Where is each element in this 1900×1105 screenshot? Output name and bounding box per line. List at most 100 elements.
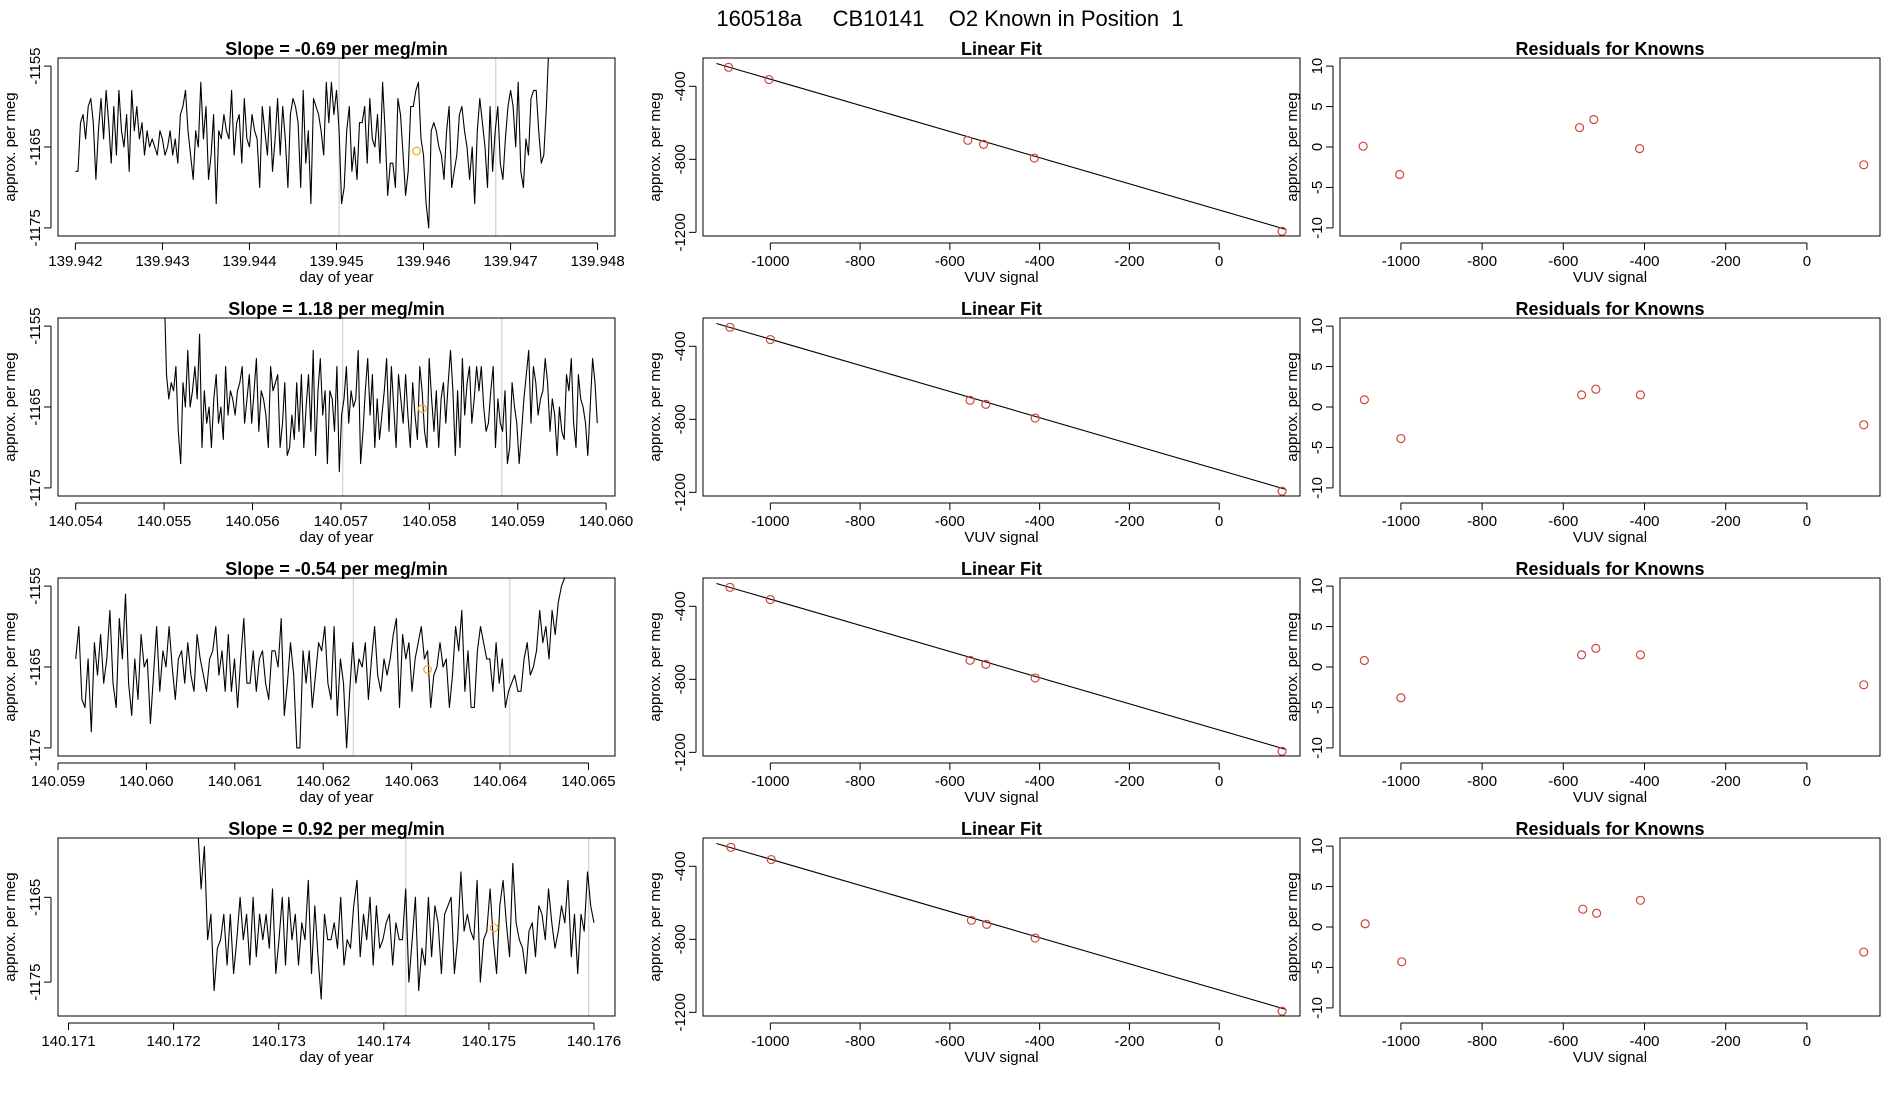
data-point <box>1859 947 1869 957</box>
panel-title: Residuals for Knowns <box>1515 819 1704 839</box>
y-tick-label: -1155 <box>27 567 44 604</box>
panel-r1-c1: -1000 -800 -600 -400 -200 0 -1200 -800 -400 Linea… <box>647 299 1301 546</box>
y-tick-label: -1155 <box>27 307 44 344</box>
y-tick-label: -5 <box>1309 701 1326 714</box>
panel-title: Slope = -0.69 per meg/min <box>225 39 448 59</box>
y-tick-label: -1200 <box>672 473 689 511</box>
y-tick-label: -800 <box>672 664 689 694</box>
x-axis-label: VUV signal <box>1573 269 1647 286</box>
y-tick-label: -10 <box>1309 737 1326 759</box>
x-tick-label: -1000 <box>751 253 789 270</box>
x-tick-label: 140.176 <box>567 1033 621 1050</box>
x-tick-label: -400 <box>1629 1033 1659 1050</box>
y-tick-label: 0 <box>1309 923 1326 931</box>
x-tick-label: -800 <box>1467 513 1497 530</box>
y-tick-label: 10 <box>1309 578 1326 595</box>
data-point <box>1859 420 1869 430</box>
panel-title: Slope = -0.54 per meg/min <box>225 559 448 579</box>
x-tick-label: 140.174 <box>357 1033 411 1050</box>
panel-r3-c1: -1000 -800 -600 -400 -200 0 -1200 -800 -400 Linea… <box>647 819 1301 1066</box>
x-axis-label: VUV signal <box>1573 1049 1647 1066</box>
data-point <box>1277 486 1287 496</box>
x-axis-label: VUV signal <box>964 269 1038 286</box>
data-point <box>1359 395 1369 405</box>
y-tick-label: -10 <box>1309 477 1326 499</box>
data-point <box>1589 114 1599 125</box>
panel-r1-c2: -1000 -800 -600 -400 -200 0 -10 -5 0 5 10 Residuals… <box>1284 299 1881 546</box>
trace-line <box>75 578 566 749</box>
data-point <box>1396 433 1406 444</box>
x-tick-label: 139.944 <box>222 253 276 270</box>
data-point <box>765 594 775 605</box>
y-tick-label: -1175 <box>27 209 44 246</box>
panel-r2-c0: 140.059 140.060 140.061 140.062 140.063 140.0… <box>2 559 616 806</box>
plot-frame <box>702 57 1301 237</box>
panel-title: Linear Fit <box>961 559 1042 579</box>
y-axis-label: approx. per meg <box>2 92 19 201</box>
figure-title: 160518a CB10141 O2 Known in Position 1 <box>716 6 1183 31</box>
x-tick-label: -800 <box>845 253 875 270</box>
x-axis-label: VUV signal <box>1573 789 1647 806</box>
panel-title: Residuals for Knowns <box>1515 559 1704 579</box>
x-tick-label: -600 <box>1548 1033 1578 1050</box>
trace-line <box>75 58 549 229</box>
data-point <box>1029 153 1039 163</box>
plot-frame <box>702 837 1301 1017</box>
x-axis-label: day of year <box>299 269 373 286</box>
data-point <box>1635 895 1646 905</box>
data-point <box>723 62 734 72</box>
x-tick-label: 0 <box>1215 253 1223 270</box>
data-point <box>1859 680 1869 690</box>
y-tick-label: -400 <box>672 851 689 881</box>
panel-r2-c2: -1000 -800 -600 -400 -200 0 -10 -5 0 5 10 Residuals… <box>1284 559 1881 806</box>
plot-frame <box>57 837 616 1017</box>
y-tick-label: -1175 <box>27 469 44 506</box>
x-tick-label: 139.943 <box>135 253 189 270</box>
data-point <box>1635 144 1645 154</box>
x-tick-label: 140.055 <box>137 513 191 530</box>
x-tick-label: -400 <box>1025 1033 1055 1050</box>
x-tick-label: -800 <box>1467 773 1497 790</box>
data-point <box>764 74 774 85</box>
data-point <box>726 842 736 852</box>
y-tick-label: -1175 <box>27 963 44 1000</box>
y-tick-label: -5 <box>1309 961 1326 974</box>
fit-line <box>716 582 1287 751</box>
x-tick-label: -200 <box>1711 513 1741 530</box>
x-axis-label: VUV signal <box>964 789 1038 806</box>
x-tick-label: -400 <box>1629 253 1659 270</box>
panel-r2-c1: -1000 -800 -600 -400 -200 0 -1200 -800 -400 Linea… <box>647 559 1301 806</box>
data-point <box>765 334 775 345</box>
y-tick-label: -400 <box>672 331 689 361</box>
x-axis-label: VUV signal <box>1573 529 1647 546</box>
x-tick-label: -600 <box>935 773 965 790</box>
x-tick-label: -400 <box>1025 513 1055 530</box>
y-tick-label: -1200 <box>672 213 689 251</box>
x-tick-label: -400 <box>1025 773 1055 790</box>
x-tick-label: -600 <box>935 513 965 530</box>
panel-r1-c0: 140.054 140.055 140.056 140.057 140.058 140.0… <box>2 299 633 546</box>
data-point <box>965 395 975 405</box>
x-tick-label: -800 <box>845 513 875 530</box>
y-axis-label: approx. per meg <box>647 92 664 201</box>
plot-frame <box>1339 317 1881 497</box>
panel-title: Slope = 0.92 per meg/min <box>228 819 445 839</box>
y-tick-label: -10 <box>1309 997 1326 1019</box>
y-axis-label: approx. per meg <box>2 352 19 461</box>
panel-title: Residuals for Knowns <box>1515 299 1704 319</box>
panel-title: Residuals for Knowns <box>1515 39 1704 59</box>
x-axis-label: day of year <box>299 529 373 546</box>
y-tick-label: -400 <box>672 591 689 621</box>
x-tick-label: -200 <box>1114 253 1144 270</box>
data-point <box>1396 693 1406 703</box>
y-tick-label: -1200 <box>672 993 689 1031</box>
x-tick-label: -200 <box>1711 773 1741 790</box>
y-tick-label: 10 <box>1309 58 1326 75</box>
x-tick-label: 0 <box>1803 773 1811 790</box>
x-tick-label: 140.175 <box>462 1033 516 1050</box>
y-axis-label: approx. per meg <box>1284 872 1301 981</box>
y-axis-label: approx. per meg <box>647 352 664 461</box>
data-point <box>766 854 776 865</box>
plot-frame <box>57 317 616 497</box>
